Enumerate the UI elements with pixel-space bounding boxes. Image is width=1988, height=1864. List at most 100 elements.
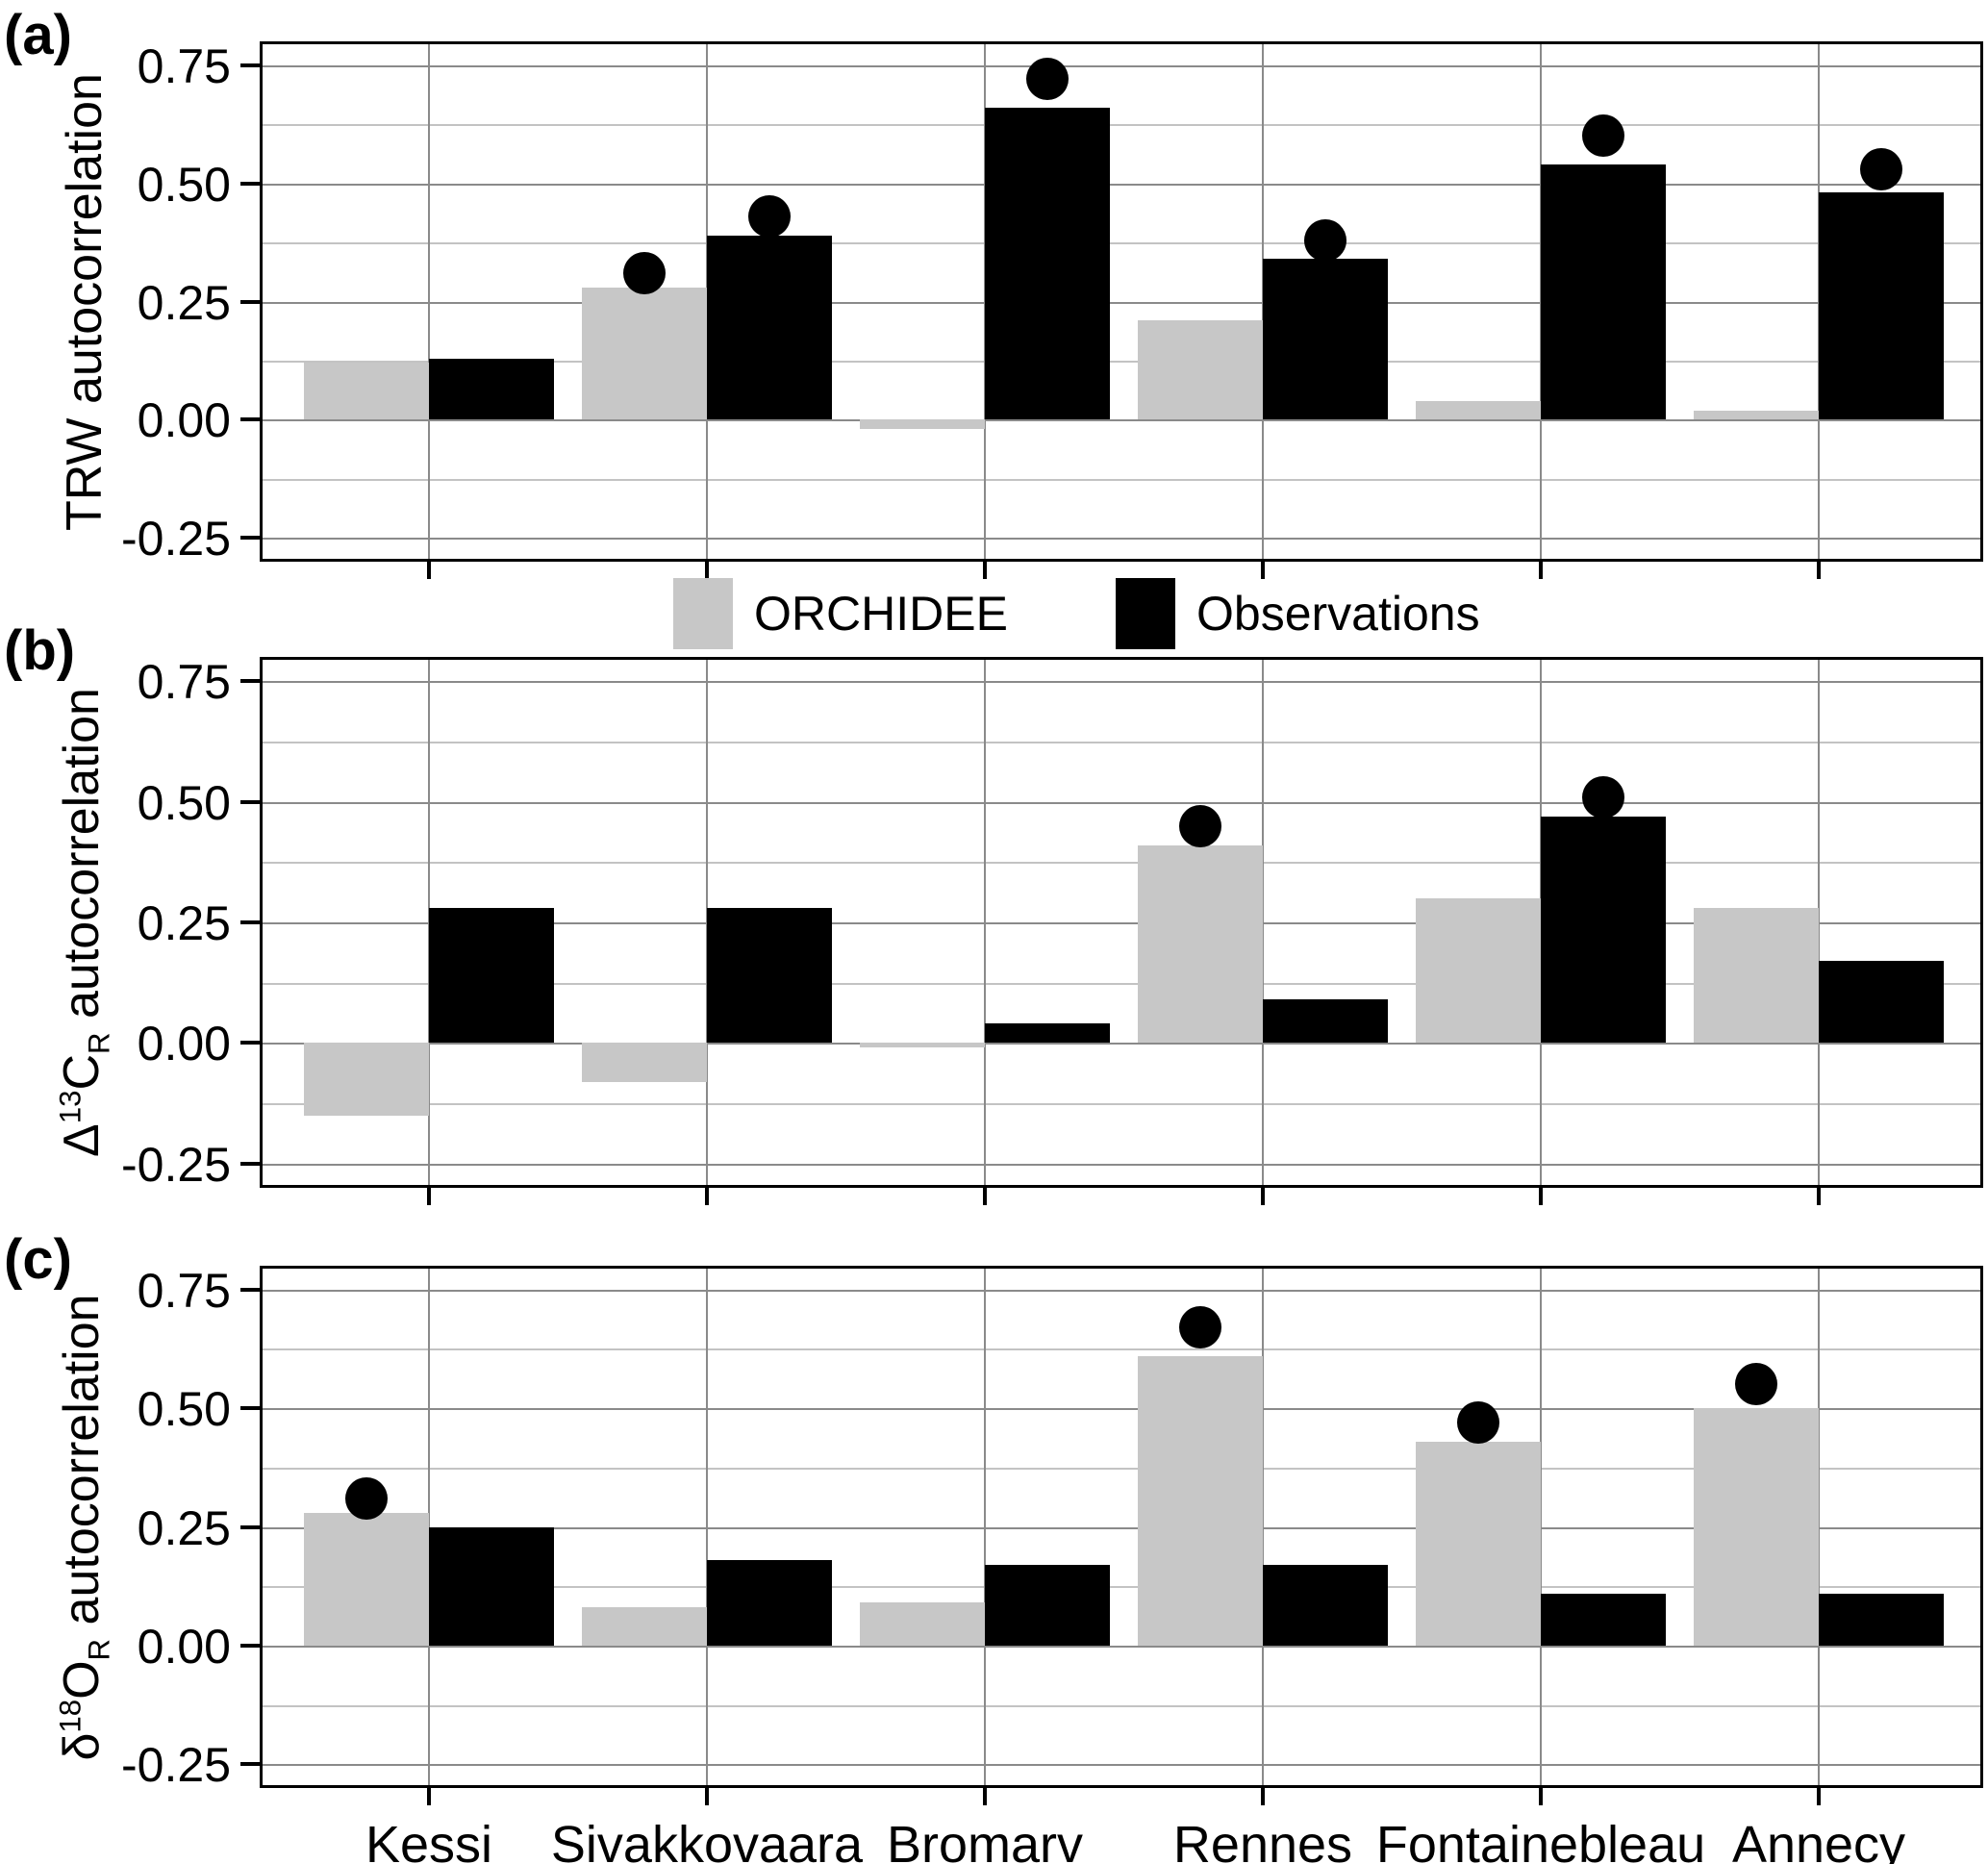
bar-observations-annecy xyxy=(1819,961,1944,1044)
significance-dot-observations-bromarv xyxy=(1026,58,1069,101)
h-gridline xyxy=(263,741,1980,743)
bar-observations-sivakkovaara xyxy=(707,907,832,1044)
y-axis-title-part: 18 xyxy=(53,1699,88,1733)
h-gridline xyxy=(263,1645,1980,1648)
y-axis-tick xyxy=(240,417,260,422)
h-gridline xyxy=(263,1103,1980,1106)
h-gridline xyxy=(263,538,1980,541)
bar-observations-rennes xyxy=(1263,1564,1388,1646)
h-gridline xyxy=(263,1348,1980,1351)
x-axis-tick xyxy=(1261,562,1265,579)
bar-observations-fontainebleau xyxy=(1541,164,1666,420)
legend-swatch-observations xyxy=(1116,578,1175,649)
plot-panel-a xyxy=(260,41,1983,562)
y-axis-title-part: C xyxy=(53,1053,110,1091)
panel-letter-c: (c) xyxy=(4,1228,72,1291)
y-axis-tick xyxy=(240,1287,260,1292)
y-axis-tick xyxy=(240,536,260,541)
legend-label: Observations xyxy=(1196,587,1480,641)
h-gridline xyxy=(263,124,1980,127)
y-axis-title-part: Δ xyxy=(53,1123,110,1157)
h-gridline xyxy=(263,242,1980,245)
h-gridline xyxy=(263,1586,1980,1589)
y-axis-tick xyxy=(240,1643,260,1648)
x-axis-tick xyxy=(705,562,709,579)
y-axis-tick xyxy=(240,299,260,304)
significance-dot-orchidee-rennes xyxy=(1179,1306,1221,1349)
y-axis-title-part: R xyxy=(82,1638,116,1660)
significance-dot-orchidee-rennes xyxy=(1179,804,1221,847)
legend-item-observations: Observations xyxy=(1116,578,1480,649)
x-axis-tick xyxy=(983,1188,987,1205)
significance-dot-observations-rennes xyxy=(1304,218,1346,262)
h-gridline xyxy=(263,1467,1980,1470)
x-axis-tick xyxy=(705,1788,709,1805)
h-gridline xyxy=(263,922,1980,924)
legend-label: ORCHIDEE xyxy=(754,587,1008,641)
bar-orchidee-fontainebleau xyxy=(1416,1441,1541,1646)
y-axis-tick xyxy=(240,799,260,804)
v-gridline xyxy=(706,1269,708,1785)
y-axis-tick-label: -0.25 xyxy=(121,512,231,567)
bar-orchidee-annecy xyxy=(1694,1408,1819,1646)
y-axis-title-part: 13 xyxy=(53,1090,88,1124)
v-gridline xyxy=(1818,1269,1820,1785)
y-axis-tick-label: 0.75 xyxy=(137,655,231,710)
v-gridline xyxy=(984,660,986,1185)
y-axis-title-part: R xyxy=(82,1032,116,1054)
x-axis-tick xyxy=(1817,562,1821,579)
h-gridline xyxy=(263,1163,1980,1166)
y-axis-tick-label: 0.50 xyxy=(137,157,231,212)
y-axis-tick-label: 0.50 xyxy=(137,775,231,830)
bar-orchidee-fontainebleau xyxy=(1416,897,1541,1044)
bar-orchidee-kessi xyxy=(304,1512,429,1646)
x-axis-tick xyxy=(983,562,987,579)
y-axis-tick xyxy=(240,1041,260,1045)
y-axis-tick-label: 0.00 xyxy=(137,1619,231,1674)
y-axis-tick xyxy=(240,1762,260,1767)
bar-orchidee-rennes xyxy=(1138,844,1263,1044)
significance-dot-observations-fontainebleau xyxy=(1582,114,1624,158)
y-axis-tick-label: -0.25 xyxy=(121,1738,231,1793)
y-axis-tick xyxy=(240,1161,260,1166)
y-axis-tick xyxy=(240,63,260,67)
v-gridline xyxy=(1818,660,1820,1185)
bar-orchidee-rennes xyxy=(1138,1355,1263,1646)
x-axis-tick xyxy=(1539,1188,1543,1205)
h-gridline xyxy=(263,1526,1980,1529)
bar-observations-annecy xyxy=(1819,192,1944,420)
bar-observations-bromarv xyxy=(985,1023,1110,1044)
bar-observations-bromarv xyxy=(985,107,1110,420)
bar-orchidee-rennes xyxy=(1138,320,1263,420)
x-axis-tick xyxy=(427,1788,431,1805)
x-axis-label-annecy: Annecy xyxy=(1731,1816,1906,1864)
bar-orchidee-sivakkovaara xyxy=(582,1043,707,1082)
y-axis-tick xyxy=(240,1406,260,1411)
h-gridline xyxy=(263,982,1980,985)
y-axis-title-part: O xyxy=(53,1659,110,1700)
x-axis-label-fontainebleau: Fontainebleau xyxy=(1375,1816,1706,1864)
y-axis-tick xyxy=(240,181,260,186)
significance-dot-observations-fontainebleau xyxy=(1582,775,1624,819)
bar-orchidee-bromarv xyxy=(860,1602,985,1646)
x-axis-label-kessi: Kessi xyxy=(365,1816,493,1864)
y-axis-title-part: autocorrelation xyxy=(53,688,110,1033)
bar-orchidee-sivakkovaara xyxy=(582,287,707,420)
panel-letter-b: (b) xyxy=(4,619,76,682)
bar-orchidee-fontainebleau xyxy=(1416,400,1541,420)
bar-observations-sivakkovaara xyxy=(707,1560,832,1646)
bar-observations-sivakkovaara xyxy=(707,235,832,420)
h-gridline xyxy=(263,360,1980,363)
x-axis-label-rennes: Rennes xyxy=(1172,1816,1353,1864)
h-gridline xyxy=(263,183,1980,186)
bar-observations-annecy xyxy=(1819,1593,1944,1646)
y-axis-tick-label: 0.00 xyxy=(137,393,231,448)
y-axis-tick xyxy=(240,679,260,684)
x-axis-tick xyxy=(705,1188,709,1205)
y-axis-title-a: TRW autocorrelation xyxy=(57,73,113,531)
bar-observations-fontainebleau xyxy=(1541,1593,1666,1646)
h-gridline xyxy=(263,862,1980,865)
x-axis-tick xyxy=(1261,1188,1265,1205)
y-axis-tick-label: 0.00 xyxy=(137,1017,231,1071)
x-axis-tick xyxy=(1817,1788,1821,1805)
